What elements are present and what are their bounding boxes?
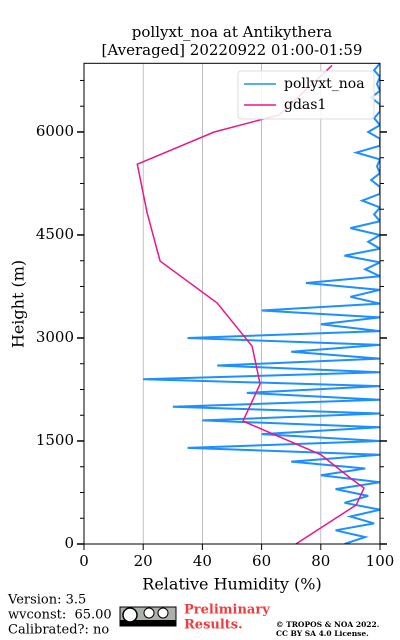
legend-label: gdas1 — [284, 97, 326, 113]
legend-label: pollyxt_noa — [284, 76, 365, 92]
plot-frame — [83, 62, 381, 545]
y-tick-label: 3000 — [36, 328, 74, 346]
series — [136, 64, 365, 545]
x-tick-label: 80 — [311, 552, 330, 570]
x-axis-label: Relative Humidity (%) — [142, 575, 321, 594]
y-tick-label: 4500 — [36, 225, 74, 243]
profile-line — [136, 64, 365, 545]
calibrated: Calibrated?: no — [8, 623, 109, 638]
x-tick-label: 40 — [193, 552, 212, 570]
cc-logo — [119, 606, 177, 627]
chart-subtitle: [Averaged] 20220922 01:00-01:59 — [102, 41, 363, 59]
version: Version: 3.5 — [7, 593, 86, 608]
series — [143, 63, 380, 545]
chart-title: pollyxt_noa at Antikythera — [132, 23, 332, 41]
y-tick-label: 6000 — [36, 122, 74, 140]
license: CC BY SA 4.0 License. — [276, 629, 369, 638]
license: © TROPOS & NOA 2022. — [276, 620, 379, 629]
y-axis-label: Height (m) — [9, 260, 28, 348]
profile-line — [143, 63, 380, 545]
x-tick-label: 100 — [366, 552, 395, 570]
y-tick-label: 0 — [64, 534, 74, 552]
x-tick-label: 60 — [252, 552, 271, 570]
preliminary: Results. — [184, 618, 243, 633]
x-tick-label: 20 — [134, 552, 153, 570]
preliminary: Preliminary — [184, 603, 270, 618]
x-tick-label: 0 — [79, 552, 89, 570]
y-tick-label: 1500 — [36, 431, 74, 449]
legend-box — [237, 70, 375, 120]
wvconst: wvconst: 65.00 — [8, 608, 112, 623]
